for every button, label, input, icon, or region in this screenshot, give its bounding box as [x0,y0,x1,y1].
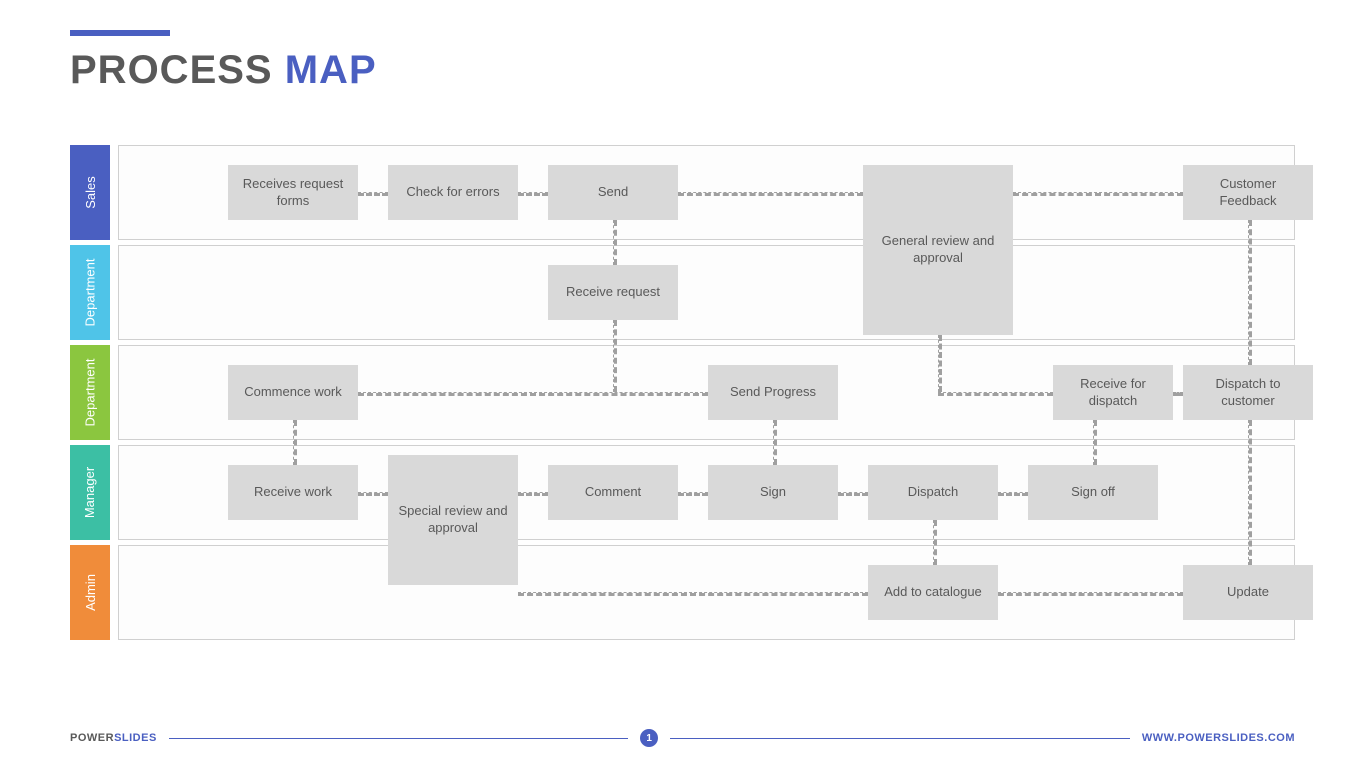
footer-line-left [169,738,629,739]
connector [613,220,617,265]
process-node: Commence work [228,365,358,420]
process-node: Special review and approval [388,455,518,585]
lane-label-sales: Sales [70,145,110,240]
connector [1013,192,1183,196]
connector [1093,420,1097,465]
process-node: Send [548,165,678,220]
connector [1248,420,1252,565]
connector [938,335,942,392]
process-node: Add to catalogue [868,565,998,620]
connector [518,192,548,196]
connector [358,492,388,496]
connector [1248,220,1252,365]
connector [518,492,548,496]
connector [678,492,708,496]
process-node: Send Progress [708,365,838,420]
lane-label-dept1: Department [70,245,110,340]
process-node: Check for errors [388,165,518,220]
page-title: PROCESS MAP [70,48,377,93]
process-node: Sign [708,465,838,520]
title-accent-bar [70,30,170,36]
footer-brand-left: POWERSLIDES [70,732,157,744]
connector [1173,392,1183,396]
connector [358,392,708,396]
process-node: Dispatch to customer [1183,365,1313,420]
connector [613,320,617,392]
connector [933,520,937,565]
title-word-2: MAP [285,48,377,92]
connector [773,420,777,465]
connector [838,492,868,496]
process-node: Dispatch [868,465,998,520]
process-node: Comment [548,465,678,520]
footer: POWERSLIDES 1 WWW.POWERSLIDES.COM [70,729,1295,747]
process-node: Customer Feedback [1183,165,1313,220]
lane-label-admin: Admin [70,545,110,640]
connector [998,492,1028,496]
lane-body-dept1 [118,245,1295,340]
connector [998,592,1183,596]
process-node: General review and approval [863,165,1013,335]
connector [938,392,1053,396]
process-node: Receives request forms [228,165,358,220]
footer-line-right [670,738,1130,739]
process-node: Receive work [228,465,358,520]
swimlane-diagram: Sales Department Department Manager Admin Rec… [70,145,1295,675]
connector [293,420,297,465]
title-word-1: PROCESS [70,48,273,92]
connector [358,192,388,196]
footer-brand-right: WWW.POWERSLIDES.COM [1142,732,1295,744]
lane-label-mgr: Manager [70,445,110,540]
process-node: Receive request [548,265,678,320]
connector [678,192,863,196]
lane-label-dept2: Department [70,345,110,440]
process-node: Update [1183,565,1313,620]
page-number: 1 [640,729,658,747]
connector [518,592,868,596]
process-node: Receive for dispatch [1053,365,1173,420]
process-node: Sign off [1028,465,1158,520]
